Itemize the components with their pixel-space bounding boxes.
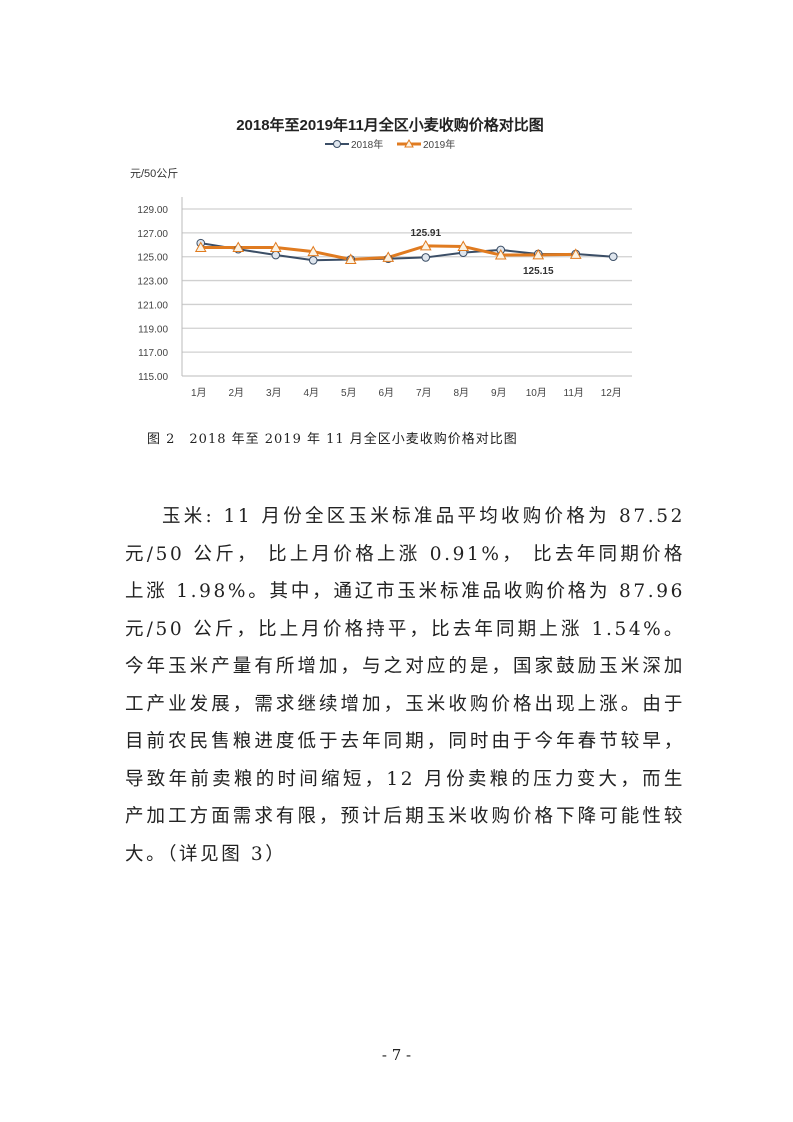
x-tick-label: 3月 (266, 387, 282, 399)
data-label: 125.91 (410, 228, 441, 239)
data-point (194, 241, 207, 253)
page-number: - 7 - (381, 1046, 412, 1064)
legend-label: 2018年 (351, 138, 383, 151)
x-tick-label: 7月 (416, 387, 432, 399)
paragraph: 玉米: 11 月份全区玉米标准品平均收购价格为 87.52 元/50 公斤， 比… (125, 506, 685, 865)
y-tick-label: 127.00 (137, 229, 168, 240)
wheat-price-chart: 2018年至2019年11月全区小麦收购价格对比图 2018年 2019年元/50公… (130, 116, 632, 399)
x-tick-label: 9月 (491, 387, 507, 399)
y-tick-label: 119.00 (138, 324, 168, 335)
legend-label: 2019年 (423, 138, 455, 151)
x-tick-label: 10月 (526, 387, 547, 399)
y-tick-label: 125.00 (137, 253, 168, 264)
x-tick-label: 2月 (228, 387, 244, 399)
data-point (569, 248, 582, 259)
data-point (232, 241, 245, 253)
y-tick-label: 117.00 (138, 348, 168, 359)
legend-marker (404, 138, 414, 148)
data-point (608, 252, 618, 262)
data-point (382, 251, 395, 262)
data-point (308, 255, 318, 265)
data-point (307, 245, 320, 257)
y-tick-label: 121.00 (137, 300, 168, 311)
y-tick-label: 123.00 (137, 277, 168, 288)
data-point (344, 253, 357, 264)
data-point (421, 253, 431, 262)
data-point (532, 248, 545, 260)
y-tick-label: 115.00 (138, 372, 168, 383)
x-tick-label: 12月 (601, 387, 622, 399)
x-tick-label: 8月 (453, 387, 469, 399)
data-label: 125.15 (523, 266, 554, 277)
data-point (494, 249, 507, 260)
x-tick-label: 6月 (378, 387, 394, 399)
data-point (419, 239, 432, 251)
data-point (457, 240, 470, 251)
legend-marker (333, 140, 341, 148)
x-tick-label: 1月 (191, 387, 207, 399)
figure-caption: 图 2 2018 年至 2019 年 11 月全区小麦收购价格对比图 (147, 432, 518, 447)
x-tick-label: 5月 (341, 387, 357, 399)
x-tick-label: 4月 (303, 387, 319, 399)
y-axis-label: 元/50公斤 (130, 167, 178, 180)
body-text: 玉米: 11 月份全区玉米标准品平均收购价格为 87.52 元/50 公斤， 比… (125, 498, 685, 873)
chart-title: 2018年至2019年11月全区小麦收购价格对比图 (236, 116, 544, 134)
y-tick-label: 129.00 (137, 205, 168, 216)
data-point (269, 241, 282, 253)
data-point (271, 250, 281, 260)
x-tick-label: 11月 (564, 387, 584, 399)
